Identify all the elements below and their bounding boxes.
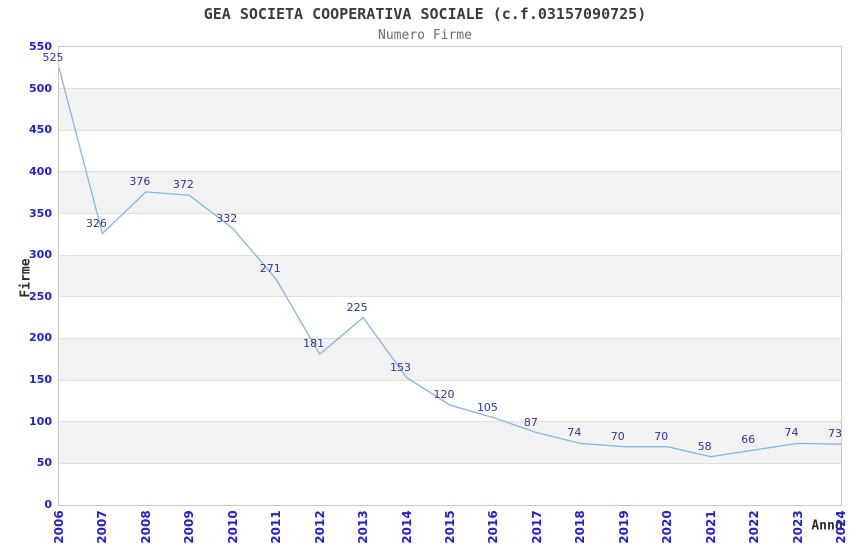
chart-title: GEA SOCIETA COOPERATIVA SOCIALE (c.f.031… [203, 5, 647, 23]
data-point-label: 225 [346, 300, 368, 314]
series-line [58, 67, 842, 458]
gridline [59, 462, 841, 464]
x-tick-label: 2016 [486, 510, 501, 544]
data-point-label: 120 [433, 388, 455, 402]
y-tick-label: 250 [29, 289, 52, 303]
x-tick-label: 2018 [573, 510, 588, 544]
plot-area: 525 326 376 372 332 271 181 225 153 120 105 87 74 70 7… [43, 46, 842, 506]
data-point-label: 58 [697, 439, 712, 453]
gridline [59, 129, 841, 131]
y-tick-label: 50 [36, 456, 52, 470]
data-point-label: 376 [129, 174, 151, 188]
gridline [59, 88, 841, 90]
x-tick-label: 2007 [95, 510, 110, 544]
y-tick-label: 100 [29, 414, 52, 428]
data-point-label: 66 [741, 433, 756, 447]
x-axis-title: Anno [811, 518, 843, 534]
data-point-label: 74 [567, 426, 582, 440]
x-tick-label: 2013 [356, 510, 371, 544]
x-tick-label: 2020 [660, 510, 675, 544]
data-point-label: 73 [828, 427, 842, 441]
data-point-label: 105 [476, 400, 498, 414]
gridline [59, 171, 841, 173]
x-tick-label: 2024 [834, 510, 848, 544]
data-point-label: 153 [390, 360, 412, 374]
x-tick-label: 2008 [138, 510, 153, 544]
y-tick-label: 300 [29, 248, 52, 262]
data-point-label: 271 [259, 262, 281, 276]
x-tick-label: 2010 [225, 510, 240, 544]
x-tick-label: 2015 [443, 510, 457, 544]
y-tick-label: 500 [29, 81, 52, 95]
data-point-label: 181 [303, 337, 325, 351]
data-point-label: 74 [784, 426, 799, 440]
y-tick-label: 550 [29, 40, 52, 53]
x-tick-label: 2021 [703, 510, 718, 544]
y-tick-label: 200 [29, 331, 52, 345]
y-tick-label: 0 [44, 498, 52, 511]
gridline [59, 421, 841, 423]
x-tick-label: 2009 [182, 510, 197, 544]
data-point-label: 372 [172, 178, 194, 192]
gridline [59, 337, 841, 339]
y-tick-label: 400 [29, 164, 52, 178]
x-tick-label: 2017 [529, 510, 544, 544]
data-point-label: 332 [216, 211, 238, 225]
x-tick-label: 2006 [52, 510, 66, 544]
chart-subtitle: Numero Firme [378, 28, 472, 43]
gridline [59, 254, 841, 256]
x-tick-label: 2014 [399, 510, 414, 544]
gridline [59, 213, 841, 215]
data-point-label: 525 [42, 50, 64, 64]
x-tick-label: 2012 [312, 510, 327, 544]
gridline [59, 379, 841, 381]
x-tick-label: 2022 [747, 510, 762, 544]
x-tick-label: 2019 [616, 510, 631, 544]
data-point-label: 70 [654, 429, 669, 443]
band [59, 338, 841, 381]
data-point-label: 326 [85, 216, 107, 230]
band [59, 171, 841, 214]
y-tick-label: 150 [29, 373, 52, 387]
data-point-label: 87 [523, 415, 538, 429]
y-tick-label: 350 [29, 206, 52, 220]
band [59, 88, 841, 131]
x-tick-label: 2011 [269, 510, 284, 544]
x-tick-label: 2023 [790, 510, 805, 544]
data-point-label: 70 [610, 429, 625, 443]
band [59, 255, 841, 297]
series-line-svg [58, 67, 842, 458]
y-tick-label: 450 [29, 123, 52, 137]
gridline [59, 296, 841, 298]
